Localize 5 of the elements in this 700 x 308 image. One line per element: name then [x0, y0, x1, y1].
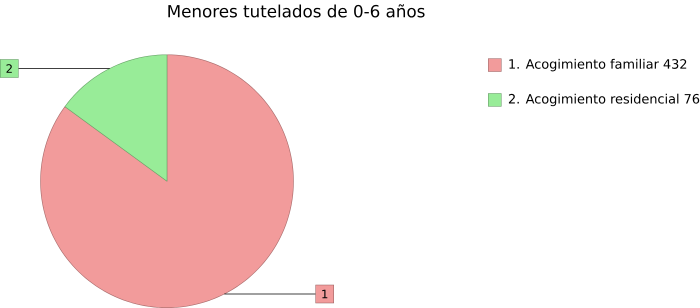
text: 2	[6, 64, 12, 73]
text: 1	[322, 290, 328, 298]
legend-label: 1. Acogimiento familiar 432	[509, 58, 686, 72]
legend-label: 2. Acogimiento residencial 76	[508, 94, 700, 106]
chart-title: Menores tutelados de 0-6 años	[168, 4, 425, 18]
